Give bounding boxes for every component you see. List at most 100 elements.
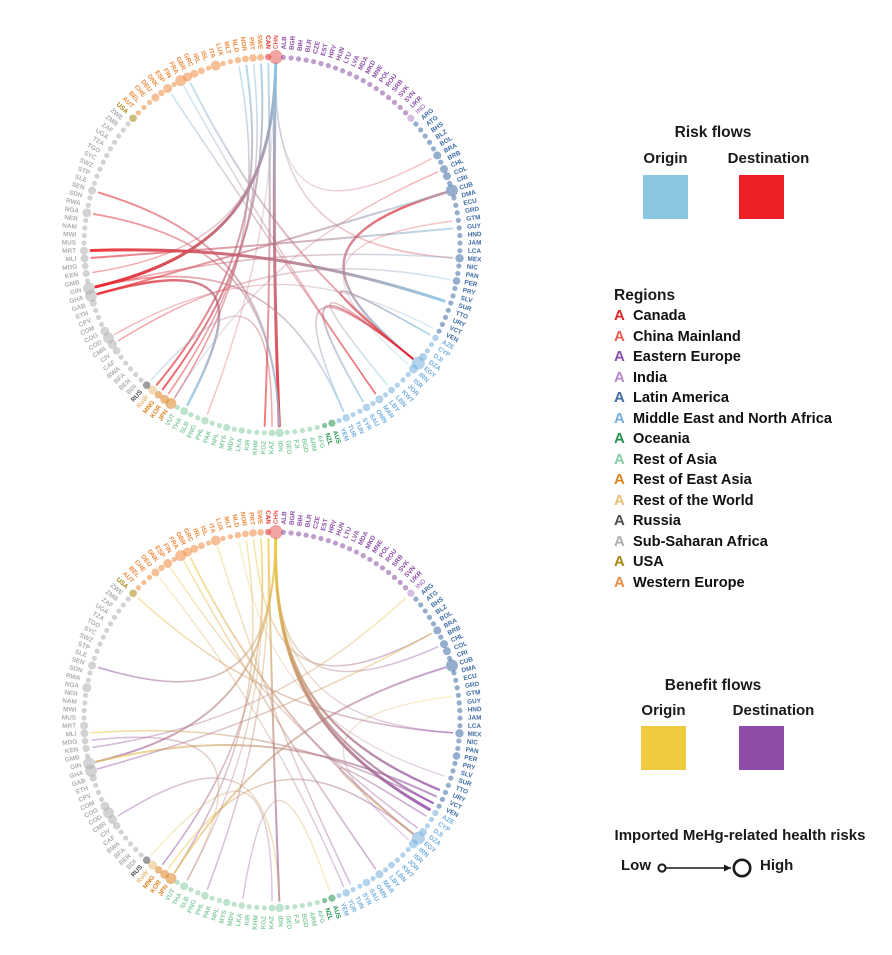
flow-chord-DEU-TUR bbox=[159, 577, 345, 888]
region-name: India bbox=[633, 369, 668, 386]
country-label-MDG: MDG bbox=[62, 739, 78, 748]
country-dot-HND bbox=[457, 232, 463, 239]
country-dot-BEL bbox=[141, 579, 147, 586]
country-dot-TGO bbox=[104, 627, 110, 634]
country-dot-GIN bbox=[83, 757, 96, 770]
country-dot-MRT bbox=[80, 246, 89, 255]
country-label-NPL: NPL bbox=[210, 432, 220, 446]
country-dot-KIR bbox=[246, 429, 252, 435]
country-label-GRD: GRD bbox=[465, 206, 481, 215]
region-name: Western Europe bbox=[633, 574, 745, 591]
country-dot-KHM bbox=[254, 429, 260, 435]
country-dot-GMB bbox=[84, 753, 91, 759]
country-dot-HUN bbox=[332, 540, 339, 546]
country-label-GUY: GUY bbox=[467, 223, 482, 231]
country-dot-IND bbox=[407, 589, 415, 597]
country-label-NGA: NGA bbox=[64, 681, 80, 690]
country-dot-LCA bbox=[457, 248, 463, 254]
country-dot-UKR bbox=[403, 585, 409, 591]
country-dot-MKD bbox=[360, 78, 366, 84]
country-dot-CRI bbox=[446, 180, 453, 186]
country-dot-SYC bbox=[100, 159, 106, 165]
country-label-NIC: NIC bbox=[466, 264, 478, 272]
country-dot-BIH bbox=[295, 56, 302, 62]
country-label-SDN: SDN bbox=[68, 189, 83, 199]
country-dot-NPL bbox=[216, 422, 222, 429]
region-color-marker: A bbox=[614, 491, 625, 509]
flow-chord-CHN-SEN bbox=[97, 538, 277, 683]
flow-chord-CHN-KEN bbox=[92, 63, 277, 274]
country-label-IRL: IRL bbox=[191, 528, 201, 540]
flow-chord-CHN-CHL bbox=[274, 538, 439, 673]
flow-chord-CHN-BRA bbox=[274, 63, 432, 192]
country-dot-PRY bbox=[452, 760, 458, 767]
country-dot-BLR bbox=[303, 532, 309, 538]
country-dot-YEM bbox=[336, 418, 342, 424]
region-legend-item: A Eastern Europe bbox=[614, 348, 832, 369]
country-dot-GUY bbox=[456, 225, 462, 231]
country-label-CAN: CAN bbox=[264, 35, 271, 49]
country-dot-SVN bbox=[397, 104, 403, 111]
flow-chord-SWE-THA bbox=[186, 538, 264, 881]
country-label-MUS: MUS bbox=[62, 715, 77, 722]
arrowhead-icon bbox=[724, 864, 731, 872]
country-label-KHM: KHM bbox=[252, 915, 260, 930]
country-dot-AUT bbox=[135, 110, 141, 116]
country-dot-LBY bbox=[382, 392, 389, 398]
region-legend-item: A Russia bbox=[614, 512, 832, 533]
flow-chord-LBN-EGY bbox=[329, 302, 414, 386]
country-label-TUR: TUR bbox=[346, 424, 358, 439]
country-dot-MLI bbox=[80, 729, 89, 738]
country-dot-PRY bbox=[452, 285, 458, 292]
country-dot-NPL bbox=[216, 897, 222, 904]
country-label-HND: HND bbox=[468, 706, 483, 714]
country-dot-CPV bbox=[95, 789, 102, 795]
region-color-marker: A bbox=[614, 368, 625, 386]
country-dot-VCT bbox=[439, 321, 446, 327]
region-color-marker: A bbox=[614, 307, 625, 324]
flow-chord-CHN-IDN bbox=[272, 62, 281, 428]
country-dot-ATG bbox=[418, 602, 424, 608]
country-label-MLT: MLT bbox=[222, 516, 232, 530]
country-label-CUB: CUB bbox=[459, 656, 475, 667]
region-legend-item: A Rest of East Asia bbox=[614, 471, 832, 492]
country-dot-CRI bbox=[446, 655, 453, 661]
flow-chord-AUS-LKA bbox=[242, 799, 331, 900]
flow-chord-MLI-VEN bbox=[90, 729, 434, 804]
country-dot-BGR bbox=[288, 55, 294, 61]
country-label-GRD: GRD bbox=[465, 681, 481, 690]
country-label-KAZ: KAZ bbox=[269, 441, 276, 454]
country-label-MDG: MDG bbox=[62, 264, 78, 273]
country-dot-SUR bbox=[448, 775, 454, 781]
country-dot-MDA bbox=[353, 74, 360, 80]
country-dot-CUB bbox=[445, 659, 458, 672]
country-dot-PNG bbox=[195, 415, 201, 421]
country-dot-MDG bbox=[81, 262, 89, 270]
country-label-MDV: MDV bbox=[226, 911, 236, 927]
country-label-HUN: HUN bbox=[335, 521, 346, 537]
country-label-STP: STP bbox=[77, 641, 92, 652]
chord-diagram-benefit: CAN CHN ALB BGR BIH BLRCZEESTHRVHUNLTULVAMDAM… bbox=[62, 510, 483, 931]
country-dot-URY bbox=[442, 789, 449, 795]
country-dot-HRV bbox=[325, 538, 331, 544]
country-dot-DJI bbox=[424, 823, 430, 829]
country-label-KAZ: KAZ bbox=[269, 916, 276, 929]
country-dot-MAR bbox=[375, 870, 384, 879]
low-risk-circle-icon bbox=[657, 863, 667, 873]
country-label-LUX: LUX bbox=[214, 518, 224, 533]
country-dot-GRC bbox=[190, 544, 199, 553]
country-dot-KAZ bbox=[268, 904, 276, 912]
country-dot-POL bbox=[373, 560, 379, 567]
country-label-GAB: GAB bbox=[71, 777, 87, 788]
flow-chord-VEN-COD bbox=[113, 283, 434, 336]
country-dot-CAF bbox=[118, 829, 124, 835]
country-dot-MLI bbox=[80, 254, 89, 263]
country-label-NLD: NLD bbox=[230, 39, 239, 54]
country-dot-SWZ bbox=[97, 641, 103, 647]
country-dot-GUY bbox=[456, 700, 462, 706]
country-label-ECU: ECU bbox=[463, 672, 478, 682]
country-dot-SVK bbox=[391, 99, 398, 105]
country-label-PNG: PNG bbox=[186, 424, 198, 440]
country-dot-RWA bbox=[85, 202, 91, 208]
country-dot-SWZ bbox=[97, 166, 103, 172]
